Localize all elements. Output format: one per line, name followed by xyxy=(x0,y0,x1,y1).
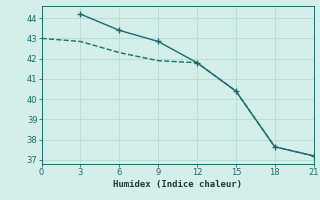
X-axis label: Humidex (Indice chaleur): Humidex (Indice chaleur) xyxy=(113,180,242,189)
